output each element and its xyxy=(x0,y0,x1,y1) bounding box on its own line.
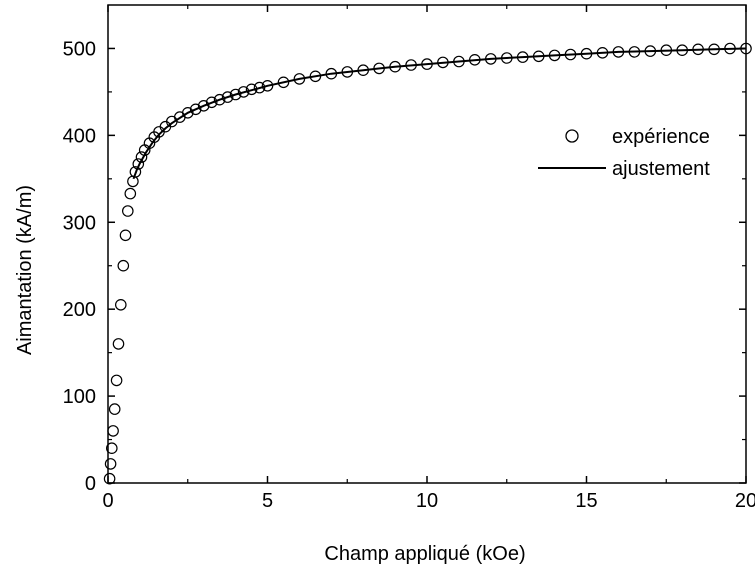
data-point xyxy=(197,100,210,112)
data-point xyxy=(484,53,497,65)
x-tick-label: 20 xyxy=(735,490,755,512)
data-point xyxy=(245,83,258,96)
data-point xyxy=(341,66,354,78)
data-point xyxy=(660,44,673,56)
legend-label-experience: expérience xyxy=(612,126,710,148)
data-point xyxy=(405,59,417,71)
x-axis-title: Champ appliqué (kOe) xyxy=(324,543,525,565)
data-point xyxy=(421,58,433,70)
data-point xyxy=(132,158,145,170)
data-point xyxy=(500,52,513,64)
data-point xyxy=(213,93,226,106)
data-point xyxy=(612,46,625,58)
data-point xyxy=(119,229,132,242)
legend-marker-experience xyxy=(565,129,579,143)
data-point xyxy=(325,67,338,80)
experiment-series xyxy=(103,42,752,485)
data-point xyxy=(115,298,127,311)
data-point xyxy=(107,425,119,437)
y-tick-label: 500 xyxy=(63,38,96,60)
data-point xyxy=(182,107,194,119)
data-point xyxy=(644,45,657,57)
data-point xyxy=(124,187,137,200)
data-point xyxy=(237,86,250,98)
data-point xyxy=(110,374,123,387)
data-point xyxy=(389,60,401,73)
data-point xyxy=(106,442,118,454)
data-point xyxy=(740,42,752,55)
x-tick-label: 5 xyxy=(262,490,273,512)
data-point xyxy=(253,81,266,94)
data-point xyxy=(229,88,242,101)
data-point xyxy=(309,70,322,83)
data-point xyxy=(357,64,369,76)
plot-frame xyxy=(107,4,747,484)
data-point xyxy=(548,49,561,62)
data-point xyxy=(104,458,117,470)
data-point xyxy=(564,48,577,61)
data-point xyxy=(596,46,609,59)
data-point xyxy=(112,338,125,350)
data-point xyxy=(692,43,704,56)
legend-label-fit: ajustement xyxy=(612,158,710,180)
data-point xyxy=(117,259,130,272)
data-point xyxy=(103,472,116,485)
data-point xyxy=(580,47,593,60)
data-point xyxy=(373,62,385,75)
data-point xyxy=(676,44,688,56)
y-axis-title: Aimantation (kA/m) xyxy=(14,185,36,355)
x-tick-label: 0 xyxy=(102,490,113,512)
data-point xyxy=(708,43,720,56)
y-tick-label: 300 xyxy=(63,212,96,234)
data-point xyxy=(108,403,121,415)
data-point xyxy=(293,73,306,85)
data-point xyxy=(135,151,148,163)
data-point xyxy=(205,96,218,109)
legend: expérience ajustement xyxy=(538,126,710,180)
data-point xyxy=(453,55,465,68)
y-tick-label: 100 xyxy=(63,386,96,408)
axes xyxy=(107,4,747,484)
data-point xyxy=(724,42,736,55)
data-point xyxy=(277,76,290,89)
data-point xyxy=(261,80,274,92)
x-tick-label: 10 xyxy=(416,490,438,512)
data-point xyxy=(532,50,545,63)
y-tick-label: 400 xyxy=(63,125,96,147)
data-point xyxy=(221,91,234,103)
data-point xyxy=(122,205,134,217)
y-tick-label: 200 xyxy=(63,299,96,321)
data-point xyxy=(129,166,142,178)
data-point xyxy=(437,56,449,69)
data-point xyxy=(628,46,641,58)
x-tick-label: 15 xyxy=(575,490,597,512)
y-tick-label: 0 xyxy=(85,473,96,495)
data-point xyxy=(189,103,202,116)
data-point xyxy=(516,51,529,63)
data-point xyxy=(468,53,481,66)
